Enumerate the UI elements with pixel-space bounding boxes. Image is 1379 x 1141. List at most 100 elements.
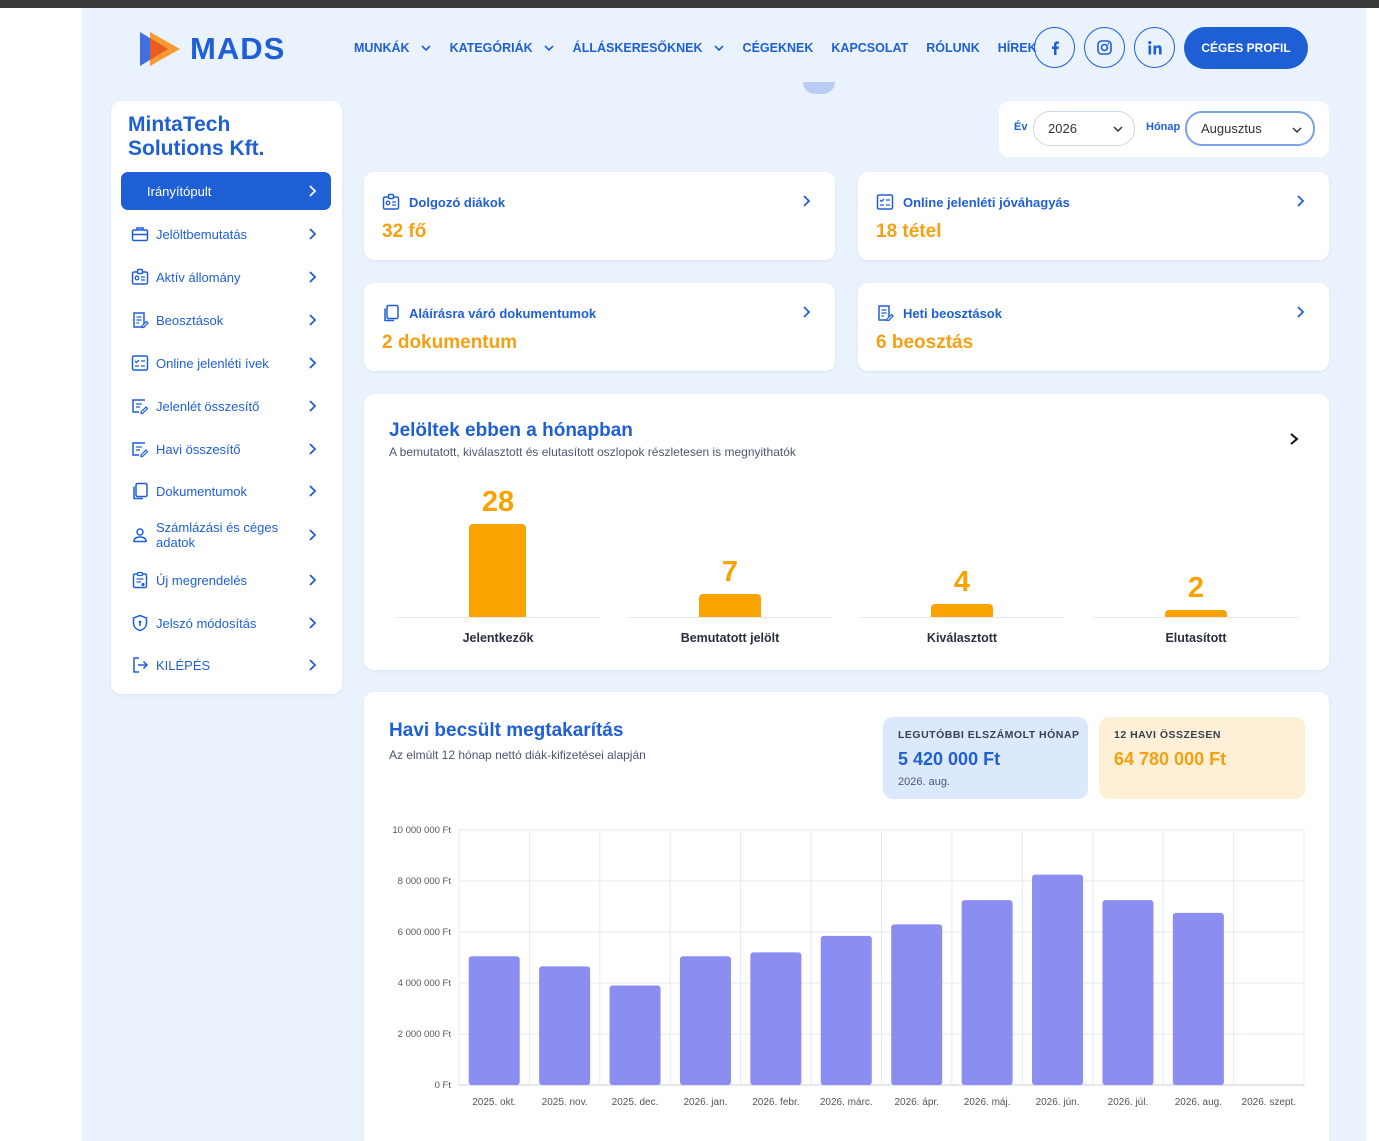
savings-bar[interactable] xyxy=(539,966,591,1085)
savings-bar[interactable] xyxy=(891,924,943,1085)
savings-bar[interactable] xyxy=(679,956,731,1085)
chevron-right-icon xyxy=(309,529,317,541)
facebook-button[interactable] xyxy=(1034,27,1075,68)
sidebar-item-5[interactable]: Online jelenléti ívek xyxy=(121,344,331,382)
id-card-icon xyxy=(130,267,150,287)
nav-kategoriak[interactable]: KATEGÓRIÁK xyxy=(450,41,555,55)
id-card-icon xyxy=(382,193,400,210)
savings-bar[interactable] xyxy=(1102,900,1154,1085)
chevron-right-icon xyxy=(309,485,317,497)
candidates-bar-value: 7 xyxy=(721,555,739,588)
chevron-right-icon xyxy=(309,357,317,369)
chevron-right-icon xyxy=(309,574,317,586)
sidebar-item-8[interactable]: Dokumentumok xyxy=(121,472,331,510)
savings-bar[interactable] xyxy=(961,900,1013,1085)
nav-label: MUNKÁK xyxy=(354,41,410,55)
stat-title-text: Dolgozó diákok xyxy=(409,194,506,210)
savings-bar[interactable] xyxy=(468,956,520,1085)
sidebar-item-2[interactable]: Jelöltbemutatás xyxy=(121,215,331,253)
sidebar-item-3[interactable]: Aktív állomány xyxy=(121,258,331,296)
stat-card-students[interactable]: Dolgozó diákok 32 fő xyxy=(364,172,835,260)
savings-title: Havi becsült megtakarítás xyxy=(389,720,624,741)
chart-baseline xyxy=(628,617,832,618)
chevron-right-icon[interactable] xyxy=(1287,432,1301,446)
edit-list-icon xyxy=(130,396,150,416)
chevron-right-icon xyxy=(309,443,317,455)
brand-name: MADS xyxy=(190,31,286,66)
candidates-bar-label: Kiválasztott xyxy=(926,631,998,645)
scroll-gutter xyxy=(1366,8,1379,1141)
y-tick-label: 2 000 000 Ft xyxy=(398,1029,452,1040)
savings-bar[interactable] xyxy=(1032,874,1084,1085)
candidates-bar-label: Elutasított xyxy=(1165,631,1227,645)
kpi-value: 5 420 000 Ft xyxy=(898,749,1001,769)
x-tick-label: 2026. márc. xyxy=(820,1097,873,1108)
stat-value: 18 tétel xyxy=(876,221,942,242)
play-logo-icon xyxy=(140,32,180,66)
company-profile-button[interactable]: CÉGES PROFIL xyxy=(1184,27,1308,69)
sidebar-item-label: Számlázási és céges adatok xyxy=(156,520,279,550)
company-name: MintaTech Solutions Kft. xyxy=(128,113,265,160)
savings-chart: 0 Ft 2 000 000 Ft 4 000 000 Ft 6 000 000 Ft… xyxy=(392,825,1305,1108)
nav-label: HÍREK xyxy=(997,41,1037,55)
sidebar-item-1[interactable]: Irányítópult xyxy=(121,172,331,210)
candidates-bar[interactable] xyxy=(469,524,526,617)
chevron-right-icon xyxy=(309,314,317,326)
x-tick-label: 2026. máj. xyxy=(964,1097,1011,1108)
nav-munkak[interactable]: MUNKÁK xyxy=(354,41,432,55)
chevron-right-icon xyxy=(309,400,317,412)
nav-kapcsolat[interactable]: KAPCSOLAT xyxy=(831,41,908,55)
chevron-right-icon xyxy=(803,195,811,207)
briefcase-icon xyxy=(130,224,150,244)
candidates-bar[interactable] xyxy=(1165,610,1227,617)
savings-bar[interactable] xyxy=(1172,912,1224,1085)
sidebar-item-4[interactable]: Beosztások xyxy=(121,301,331,339)
browser-top-strip xyxy=(0,0,1379,8)
sidebar-item-12[interactable]: KILÉPÉS xyxy=(121,646,331,684)
checklist-icon xyxy=(130,353,150,373)
sidebar-item-9[interactable]: Számlázási és céges adatok xyxy=(121,516,331,554)
linkedin-button[interactable] xyxy=(1134,27,1175,68)
nav-hirek[interactable]: HÍREK xyxy=(998,41,1037,55)
sidebar-item-label: Dokumentumok xyxy=(156,483,248,499)
stat-card-documents[interactable]: Aláírásra váró dokumentumok 2 dokumentum xyxy=(364,283,835,371)
sidebar-item-11[interactable]: Jelszó módosítás xyxy=(121,604,331,642)
x-tick-label: 2025. dec. xyxy=(612,1097,659,1108)
stat-title-text: Heti beosztások xyxy=(903,305,1002,321)
savings-bar[interactable] xyxy=(750,952,802,1085)
x-tick-label: 2026. jún. xyxy=(1036,1097,1080,1108)
x-tick-label: 2026. febr. xyxy=(752,1097,799,1108)
chart-baseline xyxy=(1094,617,1298,618)
year-value: 2026 xyxy=(1048,121,1077,136)
savings-bar[interactable] xyxy=(609,985,661,1085)
savings-bar[interactable] xyxy=(820,935,872,1085)
nav-cegeknek[interactable]: CÉGEKNEK xyxy=(743,41,814,55)
logout-icon xyxy=(130,655,150,675)
instagram-button[interactable] xyxy=(1084,27,1125,68)
savings-subtitle: Az elmúlt 12 hónap nettó diák-kifizetése… xyxy=(389,748,646,762)
edit-list-icon xyxy=(130,439,150,459)
candidates-bar[interactable] xyxy=(931,603,993,617)
candidates-bar-value: 2 xyxy=(1187,572,1205,605)
sidebar-item-label: Irányítópult xyxy=(147,183,212,199)
sidebar-item-6[interactable]: Jelenlét összesítő xyxy=(121,387,331,425)
month-select[interactable]: Augusztus xyxy=(1185,111,1315,146)
year-select[interactable]: 2026 xyxy=(1033,111,1135,146)
facebook-icon xyxy=(1051,40,1059,55)
stat-value: 2 dokumentum xyxy=(382,332,518,353)
chevron-down-icon xyxy=(1292,127,1302,134)
brand-logo[interactable]: MADS xyxy=(138,30,285,68)
nav-label: CÉGEKNEK xyxy=(742,41,814,55)
nav-allaskeresoknek[interactable]: ÁLLÁSKERESŐKNEK xyxy=(573,41,725,55)
sidebar-item-7[interactable]: Havi összesítő xyxy=(121,430,331,468)
sidebar-item-label: Jelöltbemutatás xyxy=(156,226,248,242)
candidates-bar[interactable] xyxy=(699,593,761,617)
sidebar-item-label: Beosztások xyxy=(156,312,224,328)
sidebar-item-10[interactable]: Új megrendelés xyxy=(121,561,331,599)
chevron-down-icon xyxy=(544,45,554,52)
sidebar-item-label: Jelszó módosítás xyxy=(156,615,257,631)
nav-rolunk[interactable]: RÓLUNK xyxy=(926,41,979,55)
stat-card-schedules[interactable]: Heti beosztások 6 beosztás xyxy=(858,283,1329,371)
stat-card-attendance[interactable]: Online jelenléti jóváhagyás 18 tétel xyxy=(858,172,1329,260)
y-tick-label: 0 Ft xyxy=(435,1080,452,1091)
